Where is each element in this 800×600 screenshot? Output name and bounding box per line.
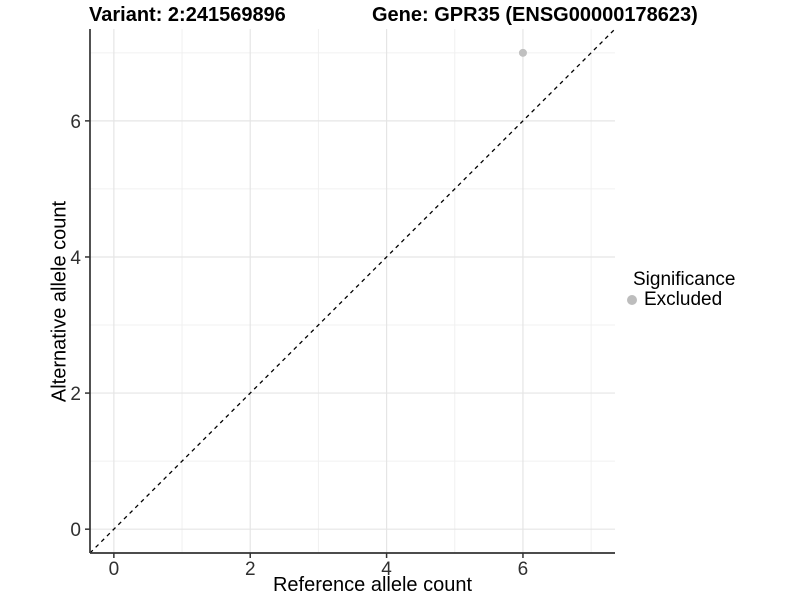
- x-tick-label: 4: [381, 559, 392, 580]
- data-point: [518, 48, 527, 57]
- identity-line: [89, 28, 616, 554]
- legend-item-label: Excluded: [644, 289, 723, 310]
- plot-title-gene: Gene: GPR35 (ENSG00000178623): [372, 4, 698, 26]
- x-tick-label: 6: [518, 559, 529, 580]
- x-tick-label: 2: [245, 559, 256, 580]
- y-tick-label: 0: [70, 520, 81, 541]
- y-tick-label: 4: [70, 248, 81, 269]
- legend-item-excluded: Excluded: [627, 290, 735, 310]
- x-tick-label: 0: [109, 559, 120, 580]
- legend: Significance Excluded: [627, 269, 735, 310]
- y-axis-title: Alternative allele count: [48, 200, 71, 403]
- y-tick-label: 2: [70, 384, 81, 405]
- legend-title: Significance: [633, 269, 736, 290]
- y-tick-label: 6: [70, 112, 81, 133]
- plot-title-variant: Variant: 2:241569896: [89, 4, 286, 26]
- x-axis-title: Reference allele count: [272, 574, 472, 596]
- legend-point-swatch-icon: [627, 295, 637, 305]
